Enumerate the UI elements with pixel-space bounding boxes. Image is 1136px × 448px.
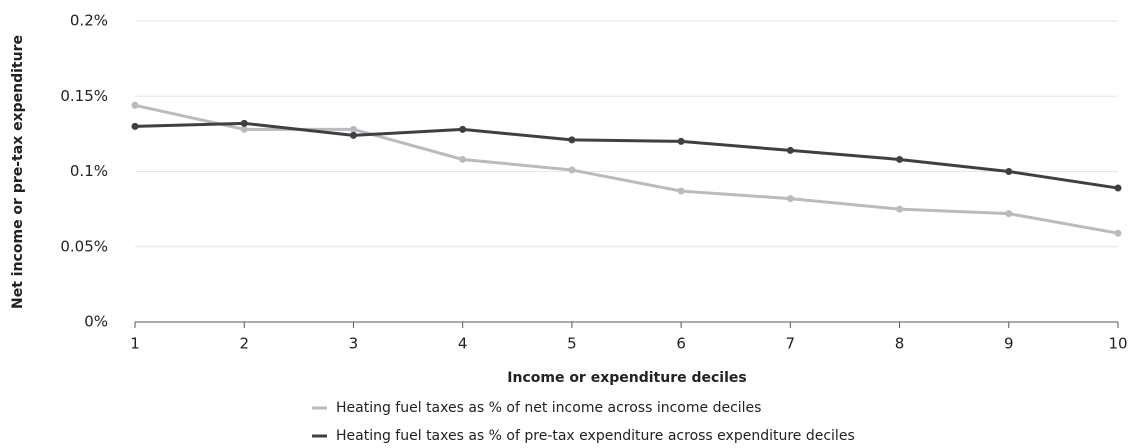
y-tick-label: 0.1% bbox=[70, 162, 108, 180]
y-axis-title: Net income or pre-tax expenditure bbox=[10, 35, 26, 309]
point bbox=[677, 137, 685, 145]
point bbox=[459, 125, 467, 133]
point bbox=[1005, 210, 1013, 218]
x-tick-label: 9 bbox=[1004, 335, 1014, 353]
point bbox=[1114, 229, 1122, 237]
point bbox=[786, 195, 794, 203]
line bbox=[134, 103, 1119, 235]
y-tick-label: 0.2% bbox=[70, 12, 108, 30]
x-tick-label: 1 bbox=[130, 335, 140, 353]
point bbox=[896, 155, 904, 163]
point bbox=[568, 166, 576, 174]
legend-text: Heating fuel taxes as % of pre-tax expen… bbox=[336, 428, 855, 444]
point bbox=[677, 187, 685, 195]
x-tick-label: 10 bbox=[1108, 335, 1127, 353]
point bbox=[786, 146, 794, 154]
point bbox=[349, 125, 357, 133]
x-tick-label: 8 bbox=[895, 335, 905, 353]
x-tick-label: 4 bbox=[458, 335, 468, 353]
x-axis-title: Income or expenditure deciles bbox=[507, 370, 746, 386]
y-tick-label: 0.15% bbox=[60, 87, 108, 105]
point bbox=[1005, 168, 1013, 175]
point bbox=[131, 122, 139, 130]
point bbox=[896, 205, 904, 213]
line bbox=[134, 121, 1119, 190]
x-tick-label: 6 bbox=[676, 335, 686, 353]
point bbox=[240, 119, 248, 127]
point bbox=[1114, 184, 1122, 192]
point bbox=[459, 155, 467, 163]
point bbox=[568, 136, 576, 144]
x-tick-label: 7 bbox=[786, 335, 796, 353]
y-tick-label: 0% bbox=[84, 313, 108, 331]
point bbox=[131, 101, 139, 109]
x-tick-label: 5 bbox=[567, 335, 577, 353]
point bbox=[349, 131, 357, 139]
x-tick-label: 3 bbox=[349, 335, 359, 353]
y-tick-label: 0.05% bbox=[60, 237, 108, 255]
point bbox=[240, 125, 248, 133]
legend-text: Heating fuel taxes as % of net income ac… bbox=[336, 400, 761, 416]
x-tick-label: 2 bbox=[239, 335, 249, 353]
